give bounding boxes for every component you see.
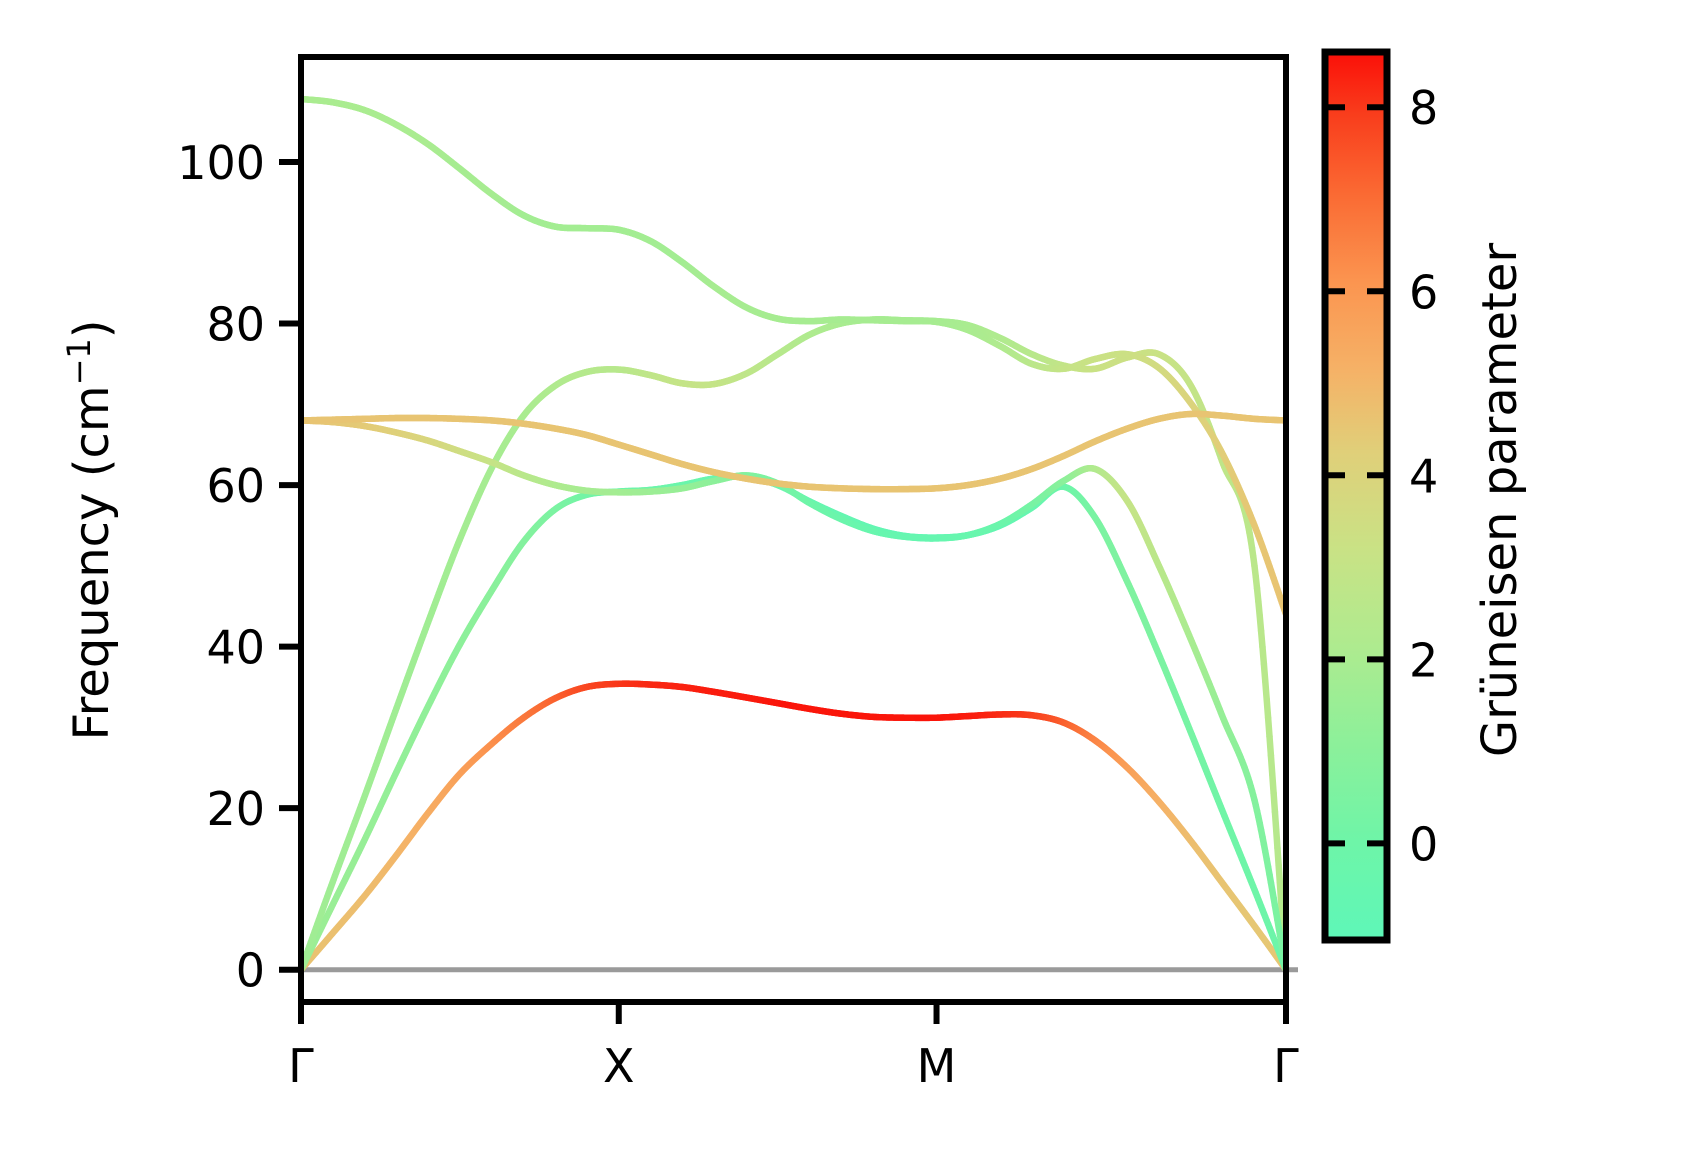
y-tick-label: 60 <box>206 459 265 513</box>
x-tick-label: Γ <box>1273 1039 1299 1093</box>
colorbar-gradient <box>1325 52 1387 940</box>
colorbar-tick-label: 4 <box>1409 449 1438 503</box>
y-axis-title: Frequency (cm−1) <box>60 319 120 740</box>
y-tick-label: 100 <box>177 136 265 190</box>
band-branch <box>301 417 1286 973</box>
y-axis-title-main: Frequency (cm <box>64 385 120 740</box>
y-tick-label: 20 <box>206 782 265 836</box>
colorbar-ticklabels: 0 2 4 6 8 <box>1409 81 1438 871</box>
x-tick-label: M <box>917 1039 957 1093</box>
y-tick-label: 40 <box>206 621 265 675</box>
band-branch <box>301 410 1286 493</box>
plot-background <box>301 57 1286 1002</box>
y-axis-ticks <box>279 159 301 973</box>
band-branch <box>301 680 1286 973</box>
band-branch <box>301 95 1286 618</box>
colorbar-tick-label: 8 <box>1409 81 1438 135</box>
y-tick-label: 0 <box>236 944 265 998</box>
colorbar-title: Grüneisen parameter <box>1472 243 1528 758</box>
y-axis-title-superscript: −1 <box>60 338 98 385</box>
colorbar-tick-label: 6 <box>1409 265 1438 319</box>
colorbar-tick-label: 0 <box>1409 817 1438 871</box>
y-tick-label: 80 <box>206 298 265 352</box>
band-curves <box>301 95 1286 973</box>
y-axis-title-close: ) <box>64 319 120 338</box>
colorbar-ticks <box>1325 104 1387 847</box>
y-axis-ticklabels: 0 20 40 60 80 100 <box>177 136 265 998</box>
colorbar-title-text: Grüneisen parameter <box>1472 243 1528 758</box>
colorbar-tick-label: 2 <box>1409 633 1438 687</box>
x-tick-label: X <box>603 1039 635 1093</box>
axes-frame <box>298 54 1289 1005</box>
x-tick-label: Γ <box>288 1039 314 1093</box>
y-axis-title-text: Frequency (cm−1) <box>60 319 120 740</box>
colorbar-border <box>1321 48 1391 944</box>
x-axis-ticks <box>298 1002 1289 1024</box>
